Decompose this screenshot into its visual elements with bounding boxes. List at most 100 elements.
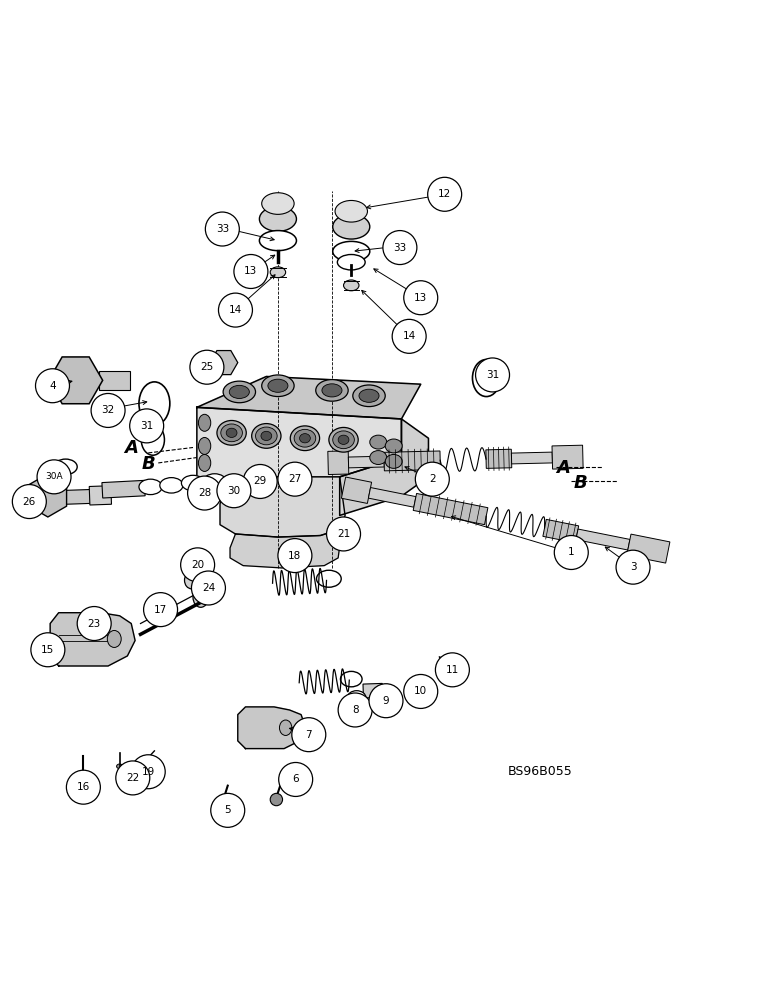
Circle shape (404, 281, 438, 315)
Ellipse shape (270, 267, 286, 278)
Ellipse shape (181, 475, 205, 491)
Ellipse shape (229, 385, 249, 398)
Ellipse shape (370, 435, 387, 449)
Text: 33: 33 (215, 224, 229, 234)
Text: 9: 9 (383, 696, 389, 706)
Polygon shape (576, 529, 630, 550)
Ellipse shape (217, 420, 246, 445)
Ellipse shape (205, 589, 212, 600)
Ellipse shape (252, 424, 281, 448)
Circle shape (181, 548, 215, 582)
Polygon shape (197, 376, 421, 419)
Circle shape (338, 693, 372, 727)
Ellipse shape (256, 427, 277, 445)
Circle shape (91, 393, 125, 427)
Text: 17: 17 (154, 605, 168, 615)
Text: 13: 13 (414, 293, 428, 303)
Ellipse shape (221, 424, 242, 442)
Polygon shape (348, 456, 384, 468)
Text: 24: 24 (201, 583, 215, 593)
Circle shape (31, 633, 65, 667)
Circle shape (404, 674, 438, 708)
Ellipse shape (333, 241, 370, 261)
Circle shape (144, 593, 178, 627)
Ellipse shape (294, 429, 316, 447)
Ellipse shape (337, 255, 365, 270)
Ellipse shape (198, 454, 211, 471)
Circle shape (435, 653, 469, 687)
Polygon shape (50, 613, 135, 666)
Polygon shape (363, 683, 383, 698)
Polygon shape (384, 451, 440, 471)
Text: 14: 14 (402, 331, 416, 341)
Ellipse shape (214, 806, 226, 819)
Polygon shape (197, 407, 401, 477)
Ellipse shape (333, 214, 370, 239)
Ellipse shape (347, 691, 366, 705)
Text: 18: 18 (288, 551, 302, 561)
Text: 16: 16 (76, 782, 90, 792)
Text: 11: 11 (445, 665, 459, 675)
Ellipse shape (279, 720, 292, 735)
Text: 12: 12 (438, 189, 452, 199)
Circle shape (428, 177, 462, 211)
Text: 30: 30 (227, 486, 241, 496)
Polygon shape (90, 486, 111, 505)
Ellipse shape (268, 379, 288, 392)
Ellipse shape (223, 381, 256, 403)
Text: 33: 33 (393, 243, 407, 253)
Text: A: A (124, 439, 138, 457)
Polygon shape (230, 529, 340, 568)
Polygon shape (220, 477, 345, 537)
Ellipse shape (80, 772, 87, 778)
Ellipse shape (262, 193, 294, 214)
Ellipse shape (107, 630, 121, 647)
Circle shape (243, 464, 277, 498)
Circle shape (12, 485, 46, 519)
Polygon shape (543, 519, 579, 543)
Ellipse shape (290, 426, 320, 451)
Circle shape (131, 755, 165, 789)
Circle shape (66, 770, 100, 804)
Text: 2: 2 (429, 474, 435, 484)
Ellipse shape (141, 424, 164, 455)
Text: 29: 29 (253, 476, 267, 486)
Polygon shape (627, 534, 670, 563)
Ellipse shape (139, 382, 170, 425)
Polygon shape (486, 449, 512, 468)
Circle shape (130, 409, 164, 443)
Text: 3: 3 (630, 562, 636, 572)
Circle shape (392, 319, 426, 353)
Ellipse shape (335, 200, 367, 222)
Polygon shape (102, 480, 145, 498)
Polygon shape (341, 477, 371, 503)
Ellipse shape (472, 359, 500, 397)
Ellipse shape (359, 389, 379, 402)
Ellipse shape (117, 764, 123, 769)
Text: 26: 26 (22, 497, 36, 507)
Circle shape (211, 793, 245, 827)
Ellipse shape (185, 572, 198, 589)
Text: 30A: 30A (46, 472, 63, 481)
Ellipse shape (333, 431, 354, 449)
Circle shape (191, 571, 225, 605)
Polygon shape (552, 445, 583, 469)
Text: 6: 6 (293, 774, 299, 784)
Ellipse shape (140, 756, 151, 766)
Circle shape (476, 358, 510, 392)
Ellipse shape (193, 587, 208, 607)
Circle shape (616, 550, 650, 584)
Text: 27: 27 (288, 474, 302, 484)
Ellipse shape (160, 478, 183, 493)
Ellipse shape (385, 454, 402, 468)
Circle shape (188, 476, 222, 510)
Text: 4: 4 (49, 381, 56, 391)
Circle shape (36, 369, 69, 403)
Text: 21: 21 (337, 529, 350, 539)
Circle shape (415, 462, 449, 496)
Circle shape (554, 536, 588, 569)
Ellipse shape (322, 384, 342, 397)
Ellipse shape (54, 459, 77, 475)
Ellipse shape (198, 414, 211, 431)
Text: 25: 25 (200, 362, 214, 372)
